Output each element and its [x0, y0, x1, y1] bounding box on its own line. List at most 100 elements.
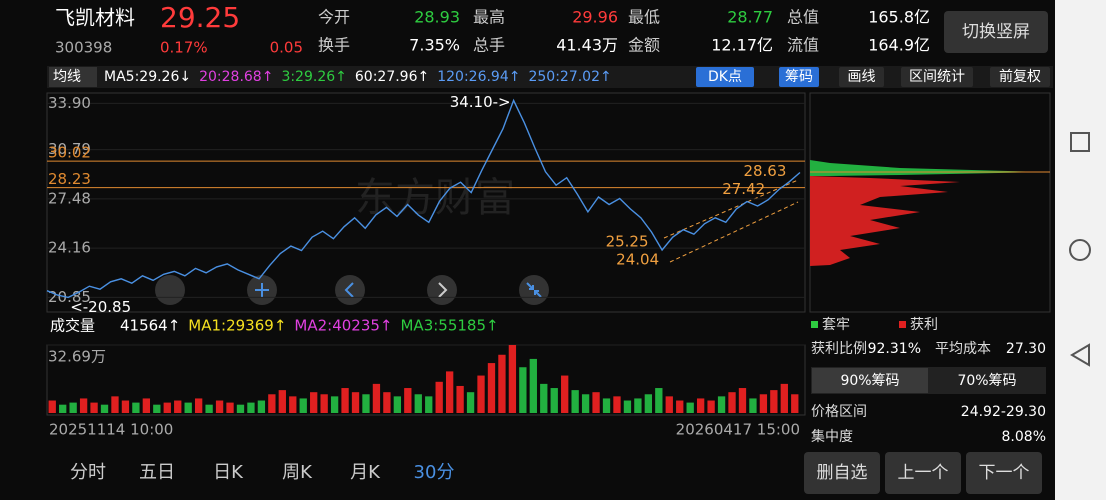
period-tab[interactable]: 分时	[70, 462, 106, 483]
volume-item: MA1:29369↑	[188, 317, 286, 335]
volume-bar	[257, 400, 266, 413]
y-tick-label: 24.16	[48, 239, 91, 257]
price-frame	[46, 92, 806, 313]
volume-bar	[163, 402, 171, 413]
nav-back[interactable]	[1070, 343, 1090, 367]
chart-button[interactable]	[155, 275, 185, 305]
volume-bar	[425, 396, 433, 413]
volume-item: MA3:55185↑	[400, 317, 498, 335]
tool-label[interactable]: 前复权	[999, 68, 1041, 85]
tool-button[interactable]	[990, 67, 1050, 87]
stat-value: 41.43万	[556, 36, 618, 55]
period-tab[interactable]: 周K	[282, 462, 313, 483]
volume-bar	[508, 345, 517, 413]
stat-value: 29.96	[572, 8, 618, 27]
volume-bar	[59, 404, 67, 413]
volume-bar	[749, 398, 757, 413]
legend-swatch	[811, 321, 818, 328]
x-end-label: 20260417 15:00	[676, 421, 800, 439]
scroll-right[interactable]	[427, 275, 457, 305]
volume-title-bg: 成交量	[50, 317, 95, 335]
chip-tab[interactable]: 70%筹码	[957, 372, 1016, 389]
stat-label: 总值	[787, 8, 819, 27]
stock-code: 300398	[55, 39, 112, 57]
volume-bar	[623, 400, 632, 413]
period-tab[interactable]: 五日	[139, 462, 175, 483]
volume-bar	[247, 402, 255, 413]
orientation-button[interactable]	[944, 11, 1048, 53]
action-button[interactable]	[885, 452, 961, 494]
tool-button[interactable]	[839, 67, 884, 87]
legend-swatch	[899, 321, 906, 328]
tool-label[interactable]: 画线	[848, 69, 876, 85]
stat-label: 流值	[787, 36, 819, 55]
y-tick-label: 32.69万	[48, 348, 106, 366]
nav-bar	[1055, 0, 1106, 500]
action-label[interactable]: 上一个	[898, 463, 949, 483]
volume-bar	[205, 404, 213, 413]
orientation-button-label[interactable]: 切换竖屏	[962, 22, 1030, 42]
volume-bar	[529, 358, 537, 413]
volume-bar	[362, 394, 370, 413]
period-tab[interactable]: 日K	[213, 462, 244, 483]
volume-bar	[759, 394, 768, 413]
volume-bar	[351, 392, 360, 413]
nav-recents[interactable]	[1070, 132, 1090, 152]
action-label[interactable]: 删自选	[817, 463, 868, 483]
tool-button[interactable]	[901, 67, 973, 87]
tool-label[interactable]: 筹码	[785, 68, 813, 85]
stat-label: 最高	[473, 8, 505, 27]
volume-bar	[738, 388, 747, 413]
volume-bar	[121, 400, 130, 413]
range: 24.92-29.30	[961, 404, 1046, 420]
volume-bar	[550, 388, 558, 413]
concentration-label: 集中度	[811, 428, 853, 445]
action-label[interactable]: 下一个	[979, 463, 1030, 483]
volume-bar	[142, 398, 151, 413]
action-button[interactable]	[804, 452, 880, 494]
tool-button[interactable]	[779, 67, 819, 87]
chip-tab[interactable]: 90%筹码	[840, 372, 899, 389]
volume-bar	[153, 404, 161, 413]
volume-bar	[634, 398, 642, 413]
stat-label: 总手	[473, 36, 505, 55]
chip-tab-active[interactable]	[812, 368, 928, 393]
y-tick-label: 30.79	[48, 140, 91, 158]
stock-name: 飞凯材料	[55, 6, 135, 30]
stat-value: 7.35%	[409, 36, 460, 55]
volume-bar	[226, 402, 234, 413]
collapse[interactable]	[519, 275, 549, 305]
tool-button[interactable]	[696, 67, 754, 87]
ma-item: 3:29.26↑	[281, 69, 346, 85]
volume-bar	[289, 396, 297, 413]
range-label: 价格区间	[811, 404, 867, 420]
volume-bar	[341, 388, 349, 413]
stock-price: 29.25	[160, 1, 240, 34]
volume-bar	[48, 400, 56, 413]
volume-bar	[414, 394, 422, 413]
change-pct: 0.17%	[160, 39, 208, 57]
scroll-left[interactable]	[335, 275, 365, 305]
period-tab[interactable]: 月K	[350, 462, 381, 483]
volume-bar	[404, 388, 412, 413]
volume-item: MA2:40235↑	[294, 317, 392, 335]
annotation: 25.25	[606, 232, 649, 250]
chip-profit	[810, 176, 960, 266]
volume-bar	[69, 402, 77, 413]
volume-bar	[456, 385, 464, 413]
ma-selector[interactable]	[49, 67, 97, 87]
stat-label: 金额	[628, 36, 660, 55]
period-tab[interactable]: 30分	[414, 462, 455, 483]
volume-bar	[780, 383, 788, 413]
volume-bar	[320, 394, 328, 413]
trend-lines	[663, 179, 799, 263]
tool-label[interactable]: 区间统计	[909, 69, 965, 85]
nav-home[interactable]	[1069, 239, 1091, 261]
tool-label[interactable]: DK点	[708, 69, 742, 85]
action-button[interactable]	[966, 452, 1042, 494]
volume-bar	[215, 400, 224, 413]
volume-bar	[100, 404, 109, 413]
volume-bar	[268, 394, 276, 413]
volume-bar	[194, 398, 203, 413]
ma-selector-label: 均线	[53, 69, 81, 85]
